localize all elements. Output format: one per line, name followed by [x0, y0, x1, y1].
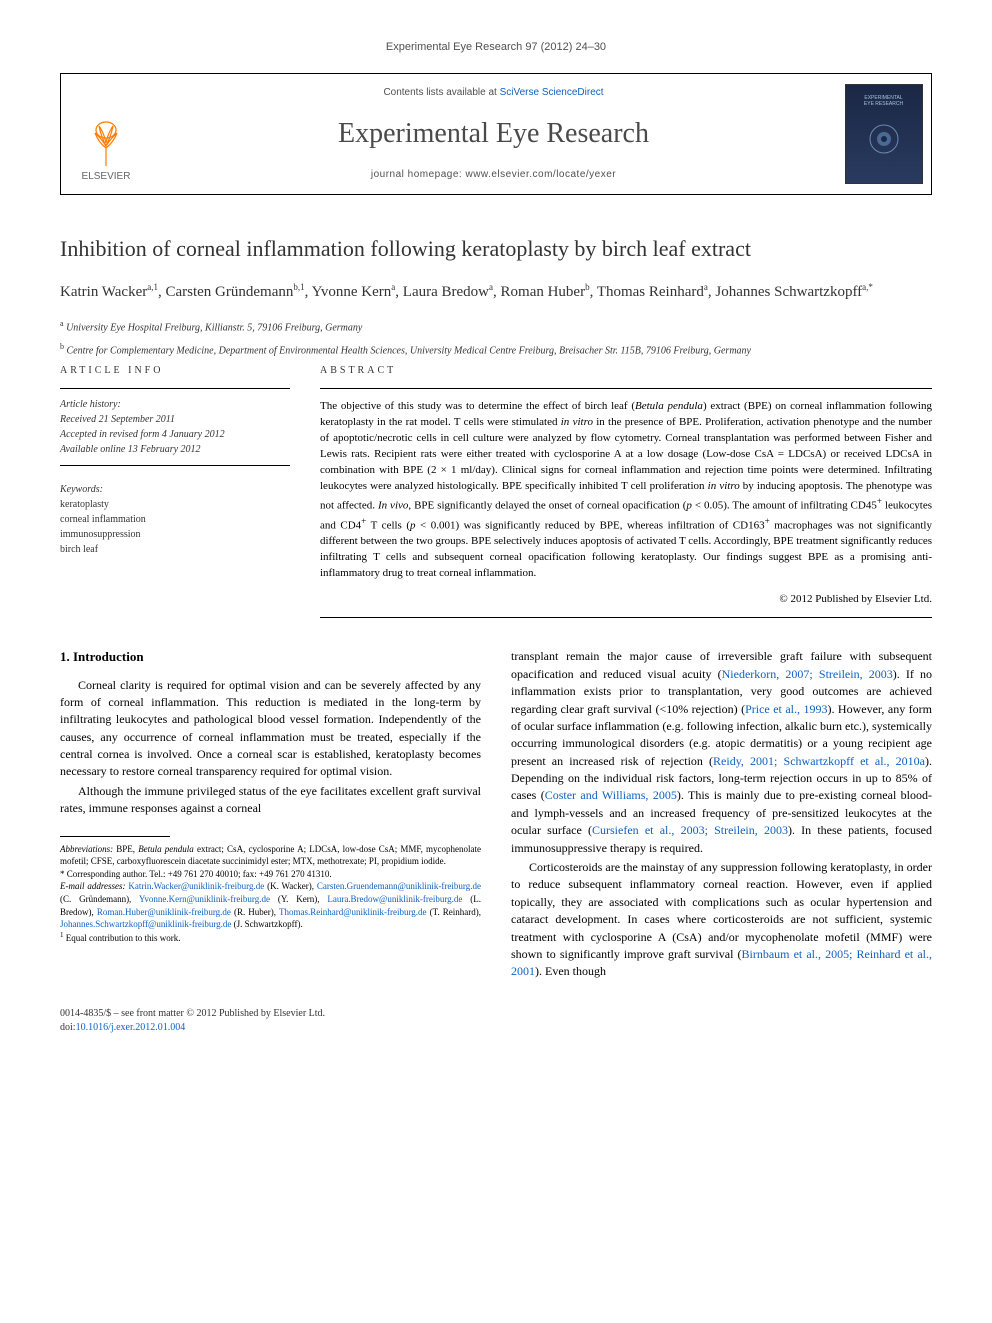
- keywords-label: Keywords:: [60, 482, 290, 497]
- header-center: Contents lists available at SciVerse Sci…: [151, 74, 836, 193]
- history-label: Article history:: [60, 397, 290, 412]
- email-link[interactable]: Roman.Huber@uniklinik-freiburg.de: [97, 907, 231, 917]
- author-list: Katrin Wackera,1, Carsten Gründemannb,1,…: [60, 281, 932, 304]
- section-heading-introduction: 1. Introduction: [60, 648, 481, 666]
- footnote-emails: E-mail addresses: Katrin.Wacker@uniklini…: [60, 880, 481, 930]
- keyword-item: corneal inflammation: [60, 512, 290, 527]
- article-info-column: ARTICLE INFO Article history: Received 2…: [60, 364, 290, 618]
- page-footer: 0014-4835/$ – see front matter © 2012 Pu…: [60, 1007, 932, 1035]
- homepage-line: journal homepage: www.elsevier.com/locat…: [161, 168, 826, 182]
- footer-copyright: 0014-4835/$ – see front matter © 2012 Pu…: [60, 1007, 932, 1021]
- left-column: 1. Introduction Corneal clarity is requi…: [60, 648, 481, 982]
- email-link[interactable]: Carsten.Gruendemann@uniklinik-freiburg.d…: [317, 881, 481, 891]
- affiliation: b Centre for Complementary Medicine, Dep…: [60, 341, 932, 358]
- journal-cover-area: EXPERIMENTAL EYE RESEARCH: [836, 74, 931, 193]
- emails-label: E-mail addresses:: [60, 881, 126, 891]
- article-history-block: Article history: Received 21 September 2…: [60, 388, 290, 466]
- abstract-heading: ABSTRACT: [320, 364, 932, 378]
- keyword-item: immunosuppression: [60, 527, 290, 542]
- copyright-line: © 2012 Published by Elsevier Ltd.: [320, 592, 932, 618]
- body-paragraph: Corneal clarity is required for optimal …: [60, 677, 481, 781]
- accepted-date: Accepted in revised form 4 January 2012: [60, 427, 290, 442]
- doi-link[interactable]: 10.1016/j.exer.2012.01.004: [76, 1022, 186, 1033]
- contents-prefix: Contents lists available at: [383, 87, 499, 98]
- body-paragraph: transplant remain the major cause of irr…: [511, 648, 932, 857]
- right-column: transplant remain the major cause of irr…: [511, 648, 932, 982]
- elsevier-label: ELSEVIER: [82, 170, 131, 184]
- email-link[interactable]: Yvonne.Kern@uniklinik-freiburg.de: [139, 894, 270, 904]
- elsevier-tree-icon: [81, 118, 131, 168]
- publisher-logo-area: ELSEVIER: [61, 74, 151, 193]
- abbrev-text: BPE, Betula pendula extract; CsA, cyclos…: [60, 844, 481, 867]
- email-link[interactable]: Laura.Bredow@uniklinik-freiburg.de: [327, 894, 462, 904]
- abstract-text: The objective of this study was to deter…: [320, 388, 932, 582]
- keywords-block: Keywords: keratoplastycorneal inflammati…: [60, 480, 290, 557]
- journal-header: ELSEVIER Contents lists available at Sci…: [60, 73, 932, 194]
- keyword-item: birch leaf: [60, 542, 290, 557]
- equal-text: Equal contribution to this work.: [66, 933, 181, 943]
- sciencedirect-link[interactable]: SciVerse ScienceDirect: [500, 87, 604, 98]
- footnote-corresponding: * Corresponding author. Tel.: +49 761 27…: [60, 868, 481, 881]
- online-date: Available online 13 February 2012: [60, 442, 290, 457]
- cover-line2: EYE RESEARCH: [864, 101, 903, 107]
- doi-prefix: doi:: [60, 1022, 76, 1033]
- footnote-abbreviations: Abbreviations: BPE, Betula pendula extra…: [60, 843, 481, 868]
- journal-name: Experimental Eye Research: [161, 114, 826, 153]
- article-info-heading: ARTICLE INFO: [60, 364, 290, 378]
- footnote-equal-contribution: 1 Equal contribution to this work.: [60, 931, 481, 945]
- article-title: Inhibition of corneal inflammation follo…: [60, 235, 932, 264]
- cover-eye-icon: [864, 119, 904, 159]
- contents-available-line: Contents lists available at SciVerse Sci…: [161, 86, 826, 100]
- affiliation: a University Eye Hospital Freiburg, Kill…: [60, 318, 932, 335]
- main-body-columns: 1. Introduction Corneal clarity is requi…: [60, 648, 932, 982]
- homepage-url: www.elsevier.com/locate/yexer: [465, 169, 616, 180]
- email-link[interactable]: Katrin.Wacker@uniklinik-freiburg.de: [128, 881, 264, 891]
- equal-sup: 1: [60, 931, 64, 939]
- body-paragraph: Although the immune privileged status of…: [60, 783, 481, 818]
- keyword-item: keratoplasty: [60, 497, 290, 512]
- body-paragraph: Corticosteroids are the mainstay of any …: [511, 859, 932, 981]
- abbrev-label: Abbreviations:: [60, 844, 113, 854]
- email-link[interactable]: Johannes.Schwartzkopff@uniklinik-freibur…: [60, 919, 231, 929]
- received-date: Received 21 September 2011: [60, 412, 290, 427]
- email-link[interactable]: Thomas.Reinhard@uniklinik-freiburg.de: [279, 907, 427, 917]
- homepage-prefix: journal homepage:: [371, 169, 466, 180]
- info-abstract-row: ARTICLE INFO Article history: Received 2…: [60, 364, 932, 618]
- journal-reference: Experimental Eye Research 97 (2012) 24–3…: [60, 40, 932, 55]
- journal-cover-icon: EXPERIMENTAL EYE RESEARCH: [845, 84, 923, 184]
- abstract-column: ABSTRACT The objective of this study was…: [320, 364, 932, 618]
- footnote-divider: [60, 836, 170, 837]
